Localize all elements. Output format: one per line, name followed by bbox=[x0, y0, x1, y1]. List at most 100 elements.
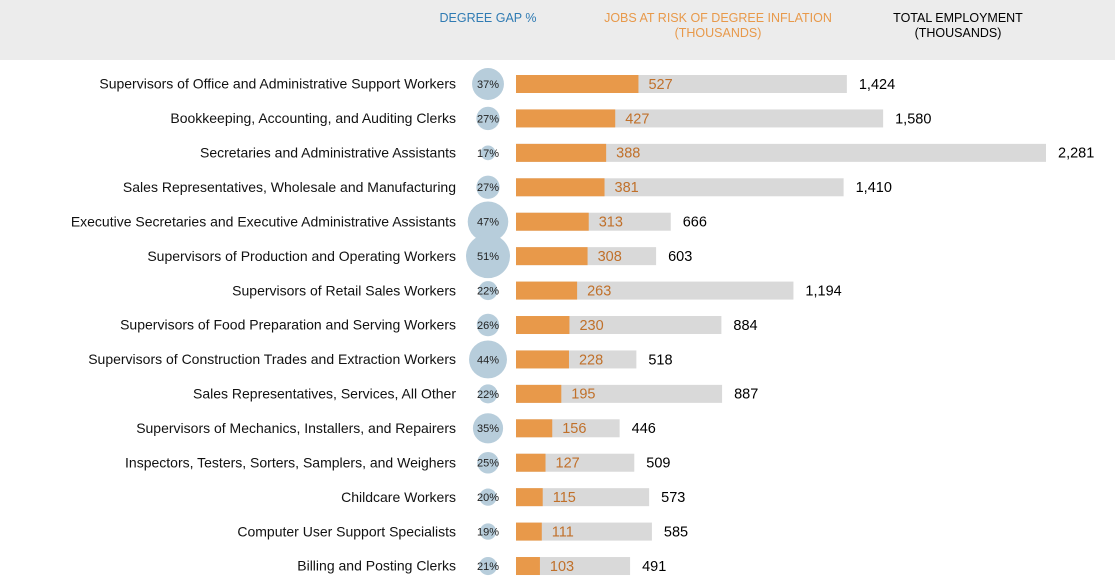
risk-bar bbox=[516, 247, 588, 266]
total-bar bbox=[516, 522, 652, 541]
category-label: Executive Secretaries and Executive Admi… bbox=[71, 213, 456, 229]
legend-header: TOTAL EMPLOYMENT (THOUSANDS) bbox=[893, 11, 1023, 40]
category-label: Supervisors of Office and Administrative… bbox=[99, 76, 456, 92]
risk-label: 111 bbox=[552, 524, 574, 540]
risk-bar bbox=[516, 109, 616, 128]
risk-label: 103 bbox=[550, 559, 574, 575]
category-label: Computer User Support Specialists bbox=[237, 523, 456, 539]
total-label: 1,194 bbox=[805, 283, 841, 299]
gap-bubble bbox=[467, 201, 509, 242]
category-label: Sales Representatives, Wholesale and Man… bbox=[123, 179, 456, 195]
gap-label: 19% bbox=[477, 526, 499, 538]
gap-bubble bbox=[476, 313, 500, 337]
total-label: 603 bbox=[668, 249, 692, 265]
category-label: Supervisors of Production and Operating … bbox=[147, 248, 456, 264]
total-bar bbox=[516, 143, 1046, 162]
total-bar bbox=[516, 488, 650, 507]
category-label: Supervisors of Mechanics, Installers, an… bbox=[136, 420, 456, 436]
risk-bar bbox=[516, 557, 540, 576]
total-label: 2,281 bbox=[1058, 146, 1094, 162]
legend-header: DEGREE GAP % bbox=[439, 11, 537, 25]
gap-bubble bbox=[469, 340, 507, 379]
risk-bar bbox=[516, 419, 553, 438]
risk-label: 381 bbox=[615, 180, 639, 196]
category-label: Secretaries and Administrative Assistant… bbox=[200, 145, 456, 161]
total-label: 446 bbox=[632, 421, 656, 437]
risk-label: 263 bbox=[587, 283, 611, 299]
risk-bar bbox=[516, 178, 605, 197]
risk-label: 156 bbox=[562, 421, 586, 437]
risk-bar bbox=[516, 522, 542, 541]
gap-label: 27% bbox=[477, 113, 499, 125]
gap-label: 35% bbox=[477, 423, 499, 435]
gap-bubble bbox=[476, 175, 500, 199]
category-label: Supervisors of Food Preparation and Serv… bbox=[120, 317, 456, 333]
total-label: 1,580 bbox=[895, 111, 931, 127]
risk-label: 427 bbox=[625, 111, 649, 127]
total-bar bbox=[516, 384, 723, 403]
gap-label: 51% bbox=[477, 251, 499, 263]
risk-label: 308 bbox=[598, 249, 622, 265]
legend-header: JOBS AT RISK OF DEGREE INFLATION (THOUSA… bbox=[604, 11, 832, 40]
total-label: 1,410 bbox=[856, 180, 892, 196]
risk-label: 313 bbox=[599, 215, 623, 231]
risk-bar bbox=[516, 316, 570, 335]
total-label: 585 bbox=[664, 524, 688, 540]
gap-label: 27% bbox=[477, 182, 499, 194]
total-label: 666 bbox=[683, 215, 707, 231]
risk-label: 527 bbox=[648, 77, 672, 93]
total-label: 491 bbox=[642, 559, 666, 575]
risk-bar bbox=[516, 212, 589, 231]
risk-bar bbox=[516, 488, 543, 507]
risk-bar bbox=[516, 453, 546, 472]
gap-bubble bbox=[466, 234, 510, 279]
total-label: 1,424 bbox=[859, 77, 895, 93]
category-label: Billing and Posting Clerks bbox=[297, 558, 456, 574]
gap-label: 25% bbox=[477, 458, 499, 470]
risk-label: 127 bbox=[556, 456, 580, 472]
gap-label: 44% bbox=[477, 354, 499, 366]
gap-bubble bbox=[476, 106, 500, 131]
gap-bubble bbox=[478, 384, 498, 404]
total-bar bbox=[516, 281, 794, 300]
risk-bar bbox=[516, 384, 562, 403]
total-label: 509 bbox=[646, 456, 670, 472]
gap-bubble bbox=[479, 488, 497, 506]
gap-label: 20% bbox=[477, 492, 499, 504]
risk-bar bbox=[516, 281, 578, 300]
gap-label: 22% bbox=[477, 285, 499, 297]
gap-bubble bbox=[477, 451, 499, 474]
gap-label: 47% bbox=[477, 217, 499, 229]
risk-label: 115 bbox=[553, 490, 576, 506]
risk-label: 388 bbox=[616, 146, 640, 162]
gap-label: 21% bbox=[477, 561, 499, 573]
category-label: Bookkeeping, Accounting, and Auditing Cl… bbox=[170, 110, 456, 126]
category-label: Inspectors, Testers, Sorters, Samplers, … bbox=[125, 454, 456, 470]
total-bar bbox=[516, 557, 631, 576]
gap-bubble bbox=[472, 68, 504, 100]
risk-bar bbox=[516, 350, 569, 369]
gap-bubble bbox=[478, 281, 498, 301]
category-label: Childcare Workers bbox=[341, 489, 456, 505]
category-label: Supervisors of Construction Trades and E… bbox=[88, 351, 456, 367]
total-label: 887 bbox=[734, 387, 758, 403]
category-label: Supervisors of Retail Sales Workers bbox=[232, 282, 456, 298]
total-label: 884 bbox=[733, 318, 757, 334]
gap-bubble bbox=[480, 145, 496, 161]
gap-bubble bbox=[479, 523, 497, 540]
gap-label: 37% bbox=[477, 79, 499, 91]
total-label: 518 bbox=[648, 352, 672, 368]
gap-label: 17% bbox=[477, 148, 499, 160]
total-label: 573 bbox=[661, 490, 685, 506]
gap-label: 22% bbox=[477, 389, 499, 401]
risk-label: 228 bbox=[579, 352, 603, 368]
risk-bar bbox=[516, 75, 639, 93]
risk-bar bbox=[516, 143, 607, 162]
category-label: Sales Representatives, Services, All Oth… bbox=[193, 386, 456, 402]
risk-label: 195 bbox=[571, 387, 595, 403]
header-band bbox=[0, 0, 1115, 60]
gap-bubble bbox=[478, 556, 498, 576]
gap-bubble bbox=[472, 413, 504, 444]
